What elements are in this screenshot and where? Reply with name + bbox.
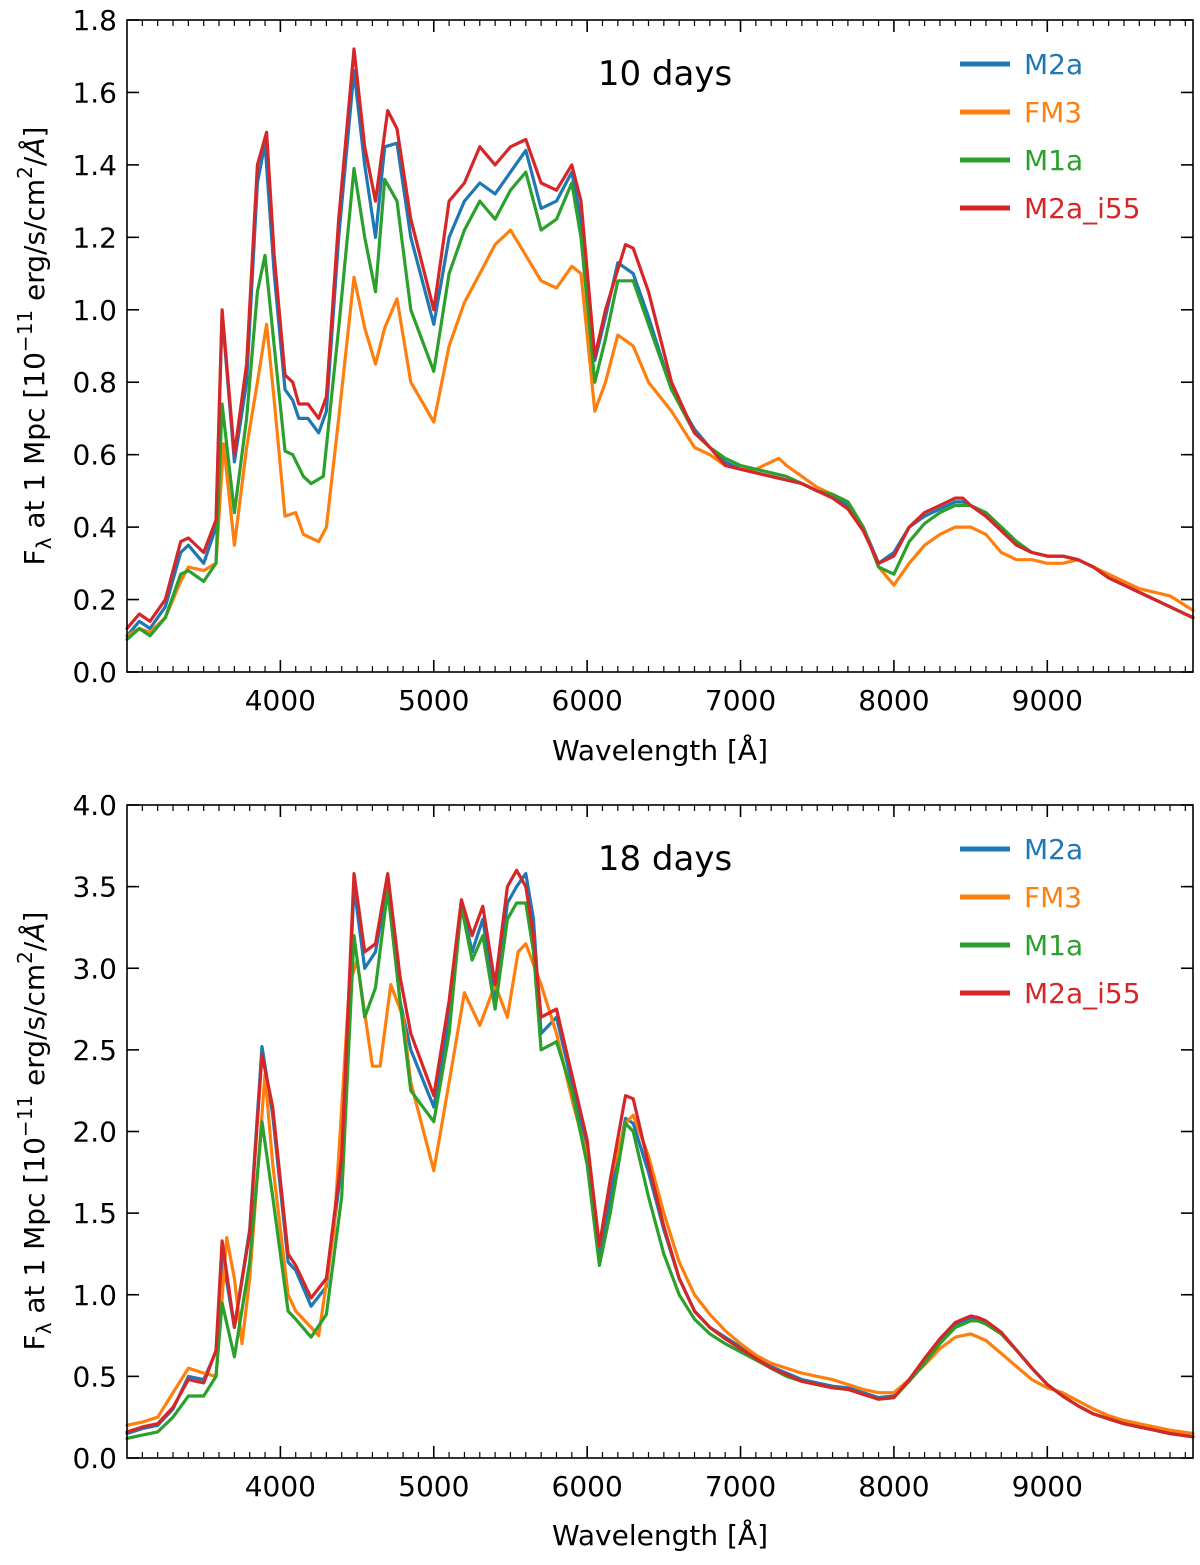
x-tick-label: 8000 — [858, 1470, 929, 1503]
y-tick-label: 1.0 — [72, 294, 117, 327]
y-tick-label: 0.2 — [72, 584, 117, 617]
x-tick-label: 9000 — [1012, 684, 1083, 717]
legend: M2a FM3 M1a M2a_i55 — [960, 833, 1141, 1010]
y-tick-label: 3.5 — [72, 871, 117, 904]
y-tick-label: 0.4 — [72, 511, 117, 544]
legend-label-fm3: FM3 — [1024, 96, 1082, 129]
y-tick-label: 2.5 — [72, 1034, 117, 1067]
x-tick-label: 9000 — [1012, 1470, 1083, 1503]
legend: M2a FM3 M1a M2a_i55 — [960, 48, 1141, 225]
spectrum-panel-18-days: 4000 5000 6000 7000 8000 9000 0.0 0.5 1.0 1.5 2.0 2… — [13, 789, 1195, 1552]
legend-label-m2a: M2a — [1024, 48, 1083, 81]
y-tick-label: 0.8 — [72, 366, 117, 399]
time-annotation: 18 days — [598, 839, 732, 879]
y-tick-label: 1.0 — [72, 1279, 117, 1312]
plot-frame — [126, 19, 1194, 673]
y-axis-label: Fλ at 1 Mpc [10−11 erg/s/cm2/Å] — [13, 912, 56, 1351]
x-axis-label: Wavelength [Å] — [552, 733, 768, 767]
y-tick-label: 3.0 — [72, 952, 117, 985]
legend-label-m1a: M1a — [1024, 929, 1083, 962]
x-tick-label: 4000 — [245, 1470, 316, 1503]
axis-ticks: 4000 5000 6000 7000 8000 9000 0.0 0.5 1.0 1.5 2.0 2… — [72, 789, 1193, 1503]
series-line-m2a-i55 — [125, 47, 1195, 631]
series-line-m2a-i55 — [125, 868, 1195, 1439]
x-tick-label: 8000 — [858, 684, 929, 717]
x-tick-label: 6000 — [552, 1470, 623, 1503]
x-tick-label: 7000 — [705, 684, 776, 717]
series-line-fm3 — [125, 228, 1195, 638]
x-tick-label: 4000 — [245, 684, 316, 717]
x-tick-label: 5000 — [398, 1470, 469, 1503]
series-lines — [125, 868, 1195, 1441]
series-line-m1a — [125, 166, 1195, 642]
y-tick-label: 1.6 — [72, 76, 117, 109]
x-axis-label: Wavelength [Å] — [552, 1518, 768, 1552]
legend-label-m2a-i55: M2a_i55 — [1024, 977, 1141, 1010]
legend-label-m2a: M2a — [1024, 833, 1083, 866]
legend-label-m2a-i55: M2a_i55 — [1024, 192, 1141, 225]
y-axis-label: Fλ at 1 Mpc [10−11 erg/s/cm2/Å] — [13, 127, 56, 566]
x-tick-label: 5000 — [398, 684, 469, 717]
y-tick-label: 0.0 — [72, 656, 117, 689]
legend-label-m1a: M1a — [1024, 144, 1083, 177]
y-tick-label: 1.8 — [72, 4, 117, 37]
y-tick-label: 0.0 — [72, 1442, 117, 1475]
y-tick-label: 2.0 — [72, 1116, 117, 1149]
series-line-m1a — [125, 888, 1195, 1441]
series-lines — [125, 47, 1195, 642]
y-tick-label: 4.0 — [72, 789, 117, 822]
y-tick-label: 1.2 — [72, 221, 117, 254]
y-tick-label: 0.6 — [72, 439, 117, 472]
y-tick-label: 0.5 — [72, 1360, 117, 1393]
time-annotation: 10 days — [598, 54, 732, 94]
axis-ticks: 4000 5000 6000 7000 8000 9000 0.0 0.2 0.4 0.6 0.8 1… — [72, 4, 1193, 717]
legend-label-fm3: FM3 — [1024, 881, 1082, 914]
x-tick-label: 7000 — [705, 1470, 776, 1503]
y-tick-label: 1.4 — [72, 149, 117, 182]
y-tick-label: 1.5 — [72, 1197, 117, 1230]
spectrum-panel-10-days: 4000 5000 6000 7000 8000 9000 0.0 0.2 0.4 0.6 0.8 1… — [13, 4, 1195, 767]
x-tick-label: 6000 — [552, 684, 623, 717]
